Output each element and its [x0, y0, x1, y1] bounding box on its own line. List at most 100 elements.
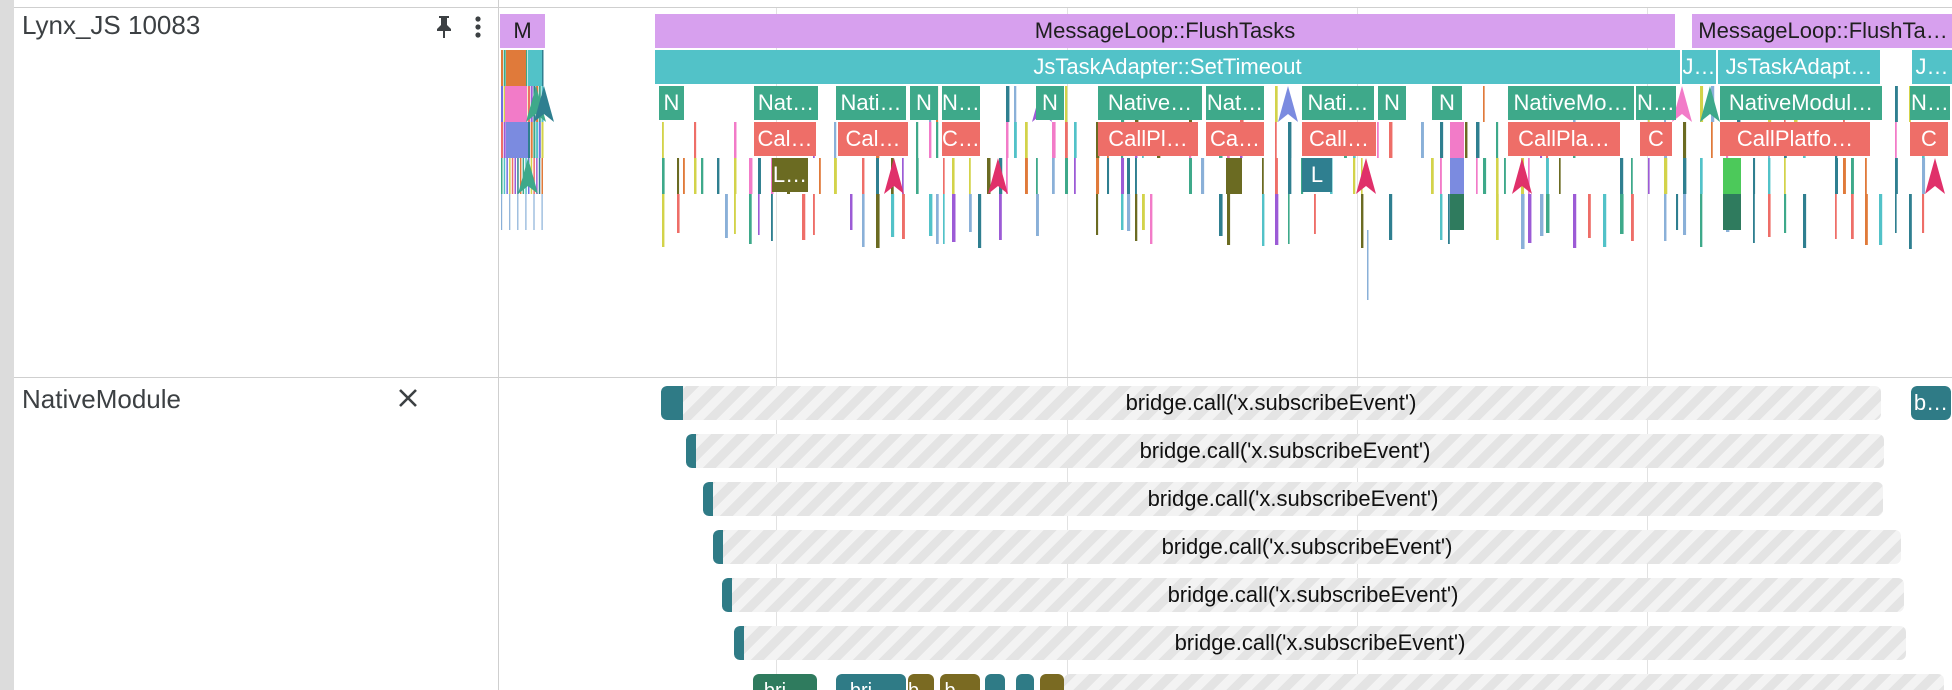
- thin-slice[interactable]: [1065, 158, 1069, 194]
- thin-slice[interactable]: [943, 158, 945, 194]
- thin-slice[interactable]: [1074, 158, 1076, 194]
- thin-slice[interactable]: [862, 194, 865, 247]
- thread-slice[interactable]: N: [659, 86, 684, 120]
- thread-slice[interactable]: N: [910, 86, 938, 120]
- thin-slice[interactable]: [1450, 122, 1464, 158]
- thin-slice[interactable]: [677, 158, 680, 194]
- thin-slice[interactable]: [1711, 122, 1713, 158]
- thin-slice[interactable]: [1036, 158, 1038, 194]
- thin-slice[interactable]: [1377, 122, 1379, 158]
- thin-slice[interactable]: [1631, 194, 1634, 241]
- thin-slice[interactable]: [1036, 194, 1039, 236]
- thin-slice[interactable]: [1476, 158, 1478, 194]
- thin-slice[interactable]: [1135, 158, 1137, 194]
- instant-event-marker[interactable]: [534, 86, 554, 122]
- thin-slice[interactable]: [999, 194, 1002, 240]
- thin-slice[interactable]: [1648, 158, 1650, 194]
- async-slice[interactable]: bridge.call('x.subscribeEvent'): [713, 530, 1901, 564]
- thin-slice[interactable]: [506, 50, 526, 86]
- thin-slice[interactable]: [734, 122, 737, 158]
- thin-slice[interactable]: [533, 122, 536, 158]
- thin-slice[interactable]: [1275, 158, 1278, 194]
- thin-slice[interactable]: [1440, 194, 1443, 240]
- thin-slice[interactable]: [511, 158, 514, 194]
- thin-slice[interactable]: [1504, 158, 1506, 194]
- thread-slice[interactable]: CallPla…: [1508, 122, 1620, 156]
- thin-slice[interactable]: [1851, 158, 1854, 194]
- thin-slice[interactable]: [1127, 158, 1131, 194]
- thread-slice[interactable]: NativeModul…: [1720, 86, 1882, 120]
- partial-slice[interactable]: bri…: [836, 674, 906, 690]
- thin-slice[interactable]: [1683, 122, 1687, 158]
- thin-slice[interactable]: [1753, 158, 1756, 194]
- thin-slice[interactable]: [1006, 122, 1009, 158]
- thin-slice[interactable]: [987, 158, 991, 194]
- thin-slice[interactable]: [758, 158, 761, 194]
- thin-slice[interactable]: [969, 194, 972, 232]
- thin-slice[interactable]: [1065, 122, 1068, 158]
- thin-slice[interactable]: [1528, 194, 1532, 243]
- partial-slice[interactable]: b…: [940, 674, 980, 690]
- thin-slice[interactable]: [1127, 194, 1131, 231]
- thin-slice[interactable]: [1851, 194, 1854, 239]
- thin-slice[interactable]: [1895, 194, 1897, 233]
- thin-slice[interactable]: [813, 194, 815, 235]
- thread-slice[interactable]: CallPlatfo…: [1720, 122, 1870, 156]
- thread-slice[interactable]: C…: [942, 122, 980, 156]
- thread-slice[interactable]: C: [1910, 122, 1948, 156]
- thin-slice[interactable]: [683, 158, 685, 194]
- thin-slice[interactable]: [1909, 194, 1912, 249]
- thin-slice[interactable]: [509, 194, 511, 230]
- thin-slice[interactable]: [1835, 158, 1838, 194]
- pin-icon[interactable]: [430, 12, 458, 42]
- thin-slice[interactable]: [505, 86, 527, 122]
- thin-slice[interactable]: [1631, 158, 1633, 194]
- instant-event-marker[interactable]: [884, 158, 904, 194]
- thin-slice[interactable]: [1496, 158, 1499, 194]
- thin-slice[interactable]: [525, 194, 527, 230]
- thin-slice[interactable]: [1700, 158, 1703, 194]
- thin-slice[interactable]: [1275, 194, 1279, 245]
- thin-slice[interactable]: [538, 158, 541, 194]
- thin-slice[interactable]: [1052, 122, 1056, 158]
- thin-slice[interactable]: [916, 158, 919, 194]
- thin-slice[interactable]: [1314, 194, 1316, 234]
- thin-slice[interactable]: [969, 158, 971, 194]
- thin-slice[interactable]: [530, 122, 533, 158]
- thread-slice[interactable]: Cal…: [754, 122, 816, 156]
- thin-slice[interactable]: [717, 158, 720, 194]
- thin-slice[interactable]: [1768, 194, 1771, 237]
- thin-slice[interactable]: [1683, 194, 1687, 235]
- thin-slice[interactable]: [876, 158, 880, 194]
- thin-slice[interactable]: [1025, 122, 1028, 158]
- async-slice[interactable]: bridge.call('x.subscribeEvent'): [661, 386, 1881, 420]
- thin-slice[interactable]: [1700, 194, 1703, 247]
- partial-slice[interactable]: [1040, 674, 1064, 690]
- thin-slice[interactable]: [1540, 194, 1544, 236]
- thread-slice[interactable]: JsTaskAdapt…: [1718, 50, 1880, 84]
- thin-slice[interactable]: [1226, 158, 1242, 194]
- thin-slice[interactable]: [541, 194, 543, 230]
- instant-event-marker[interactable]: [1925, 158, 1945, 194]
- async-slice[interactable]: bridge.call('x.subscribeEvent'): [686, 434, 1884, 468]
- thin-slice[interactable]: [1142, 194, 1145, 230]
- thread-slice[interactable]: Ca…: [1206, 122, 1264, 156]
- thin-slice[interactable]: [1006, 158, 1008, 194]
- thin-slice[interactable]: [1389, 122, 1393, 158]
- thin-slice[interactable]: [1753, 194, 1755, 243]
- thin-slice[interactable]: [1448, 194, 1450, 244]
- thin-slice[interactable]: [503, 122, 506, 158]
- thin-slice[interactable]: [501, 122, 503, 158]
- thin-slice[interactable]: [1895, 158, 1898, 194]
- thread-slice[interactable]: N: [1432, 86, 1462, 120]
- thin-slice[interactable]: [1025, 158, 1028, 194]
- thin-slice[interactable]: [1361, 194, 1364, 248]
- thin-slice[interactable]: [978, 194, 982, 248]
- thin-slice[interactable]: [538, 122, 541, 158]
- thread-slice[interactable]: N…: [1636, 86, 1676, 120]
- thin-slice[interactable]: [1288, 122, 1292, 158]
- thin-slice[interactable]: [662, 194, 665, 247]
- thin-slice[interactable]: [1528, 158, 1530, 194]
- thin-slice[interactable]: [1546, 194, 1550, 233]
- thin-slice[interactable]: [1096, 194, 1099, 235]
